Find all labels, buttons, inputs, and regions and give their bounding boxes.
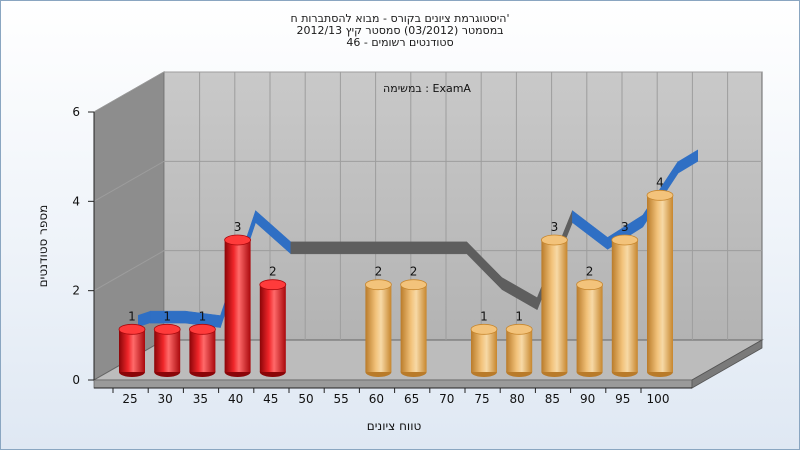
bar-top <box>646 189 674 201</box>
trend-ribbon-segment <box>431 241 468 255</box>
y-tick-label: 4 <box>72 194 80 208</box>
bar-top <box>505 323 533 335</box>
bar-value-label: 2 <box>269 265 277 279</box>
bar-value-label: 1 <box>163 309 171 323</box>
bar-top <box>259 279 287 291</box>
bar <box>576 279 603 377</box>
bar-value-label: 3 <box>234 220 242 234</box>
x-tick-label: 30 <box>158 392 173 406</box>
floor-front-edge <box>93 379 693 389</box>
bar-value-label: 4 <box>656 175 664 189</box>
bar <box>364 279 392 377</box>
bar-top <box>611 234 639 246</box>
bar-body <box>189 329 216 372</box>
bar <box>259 279 287 377</box>
trend-ribbon-segment <box>678 149 698 174</box>
y-axis-label: מספר סטודנטים <box>36 205 50 288</box>
bar-body <box>154 329 181 372</box>
bar-body <box>471 329 497 372</box>
bar-top <box>224 234 252 246</box>
bar <box>400 279 428 377</box>
x-tick-label: 100 <box>647 392 670 406</box>
chart-title-line-3: סטודנטים רשומים - 46 <box>346 36 454 49</box>
bar <box>224 234 252 377</box>
y-tick-label: 2 <box>72 284 80 298</box>
bar-body <box>611 240 638 372</box>
chart-annotation: במשימה : ExamA <box>383 82 471 95</box>
y-tick-label: 6 <box>72 105 80 119</box>
y-tick-label: 0 <box>72 373 80 387</box>
bar-body <box>259 284 286 372</box>
bar-value-label: 2 <box>410 265 418 279</box>
x-tick-label: 55 <box>334 392 349 406</box>
x-tick-label: 70 <box>439 392 454 406</box>
x-tick-label: 75 <box>474 392 489 406</box>
bar-top <box>364 279 392 291</box>
bar <box>153 323 181 377</box>
bar-top <box>541 234 568 246</box>
bar-top <box>118 323 146 335</box>
x-tick-label: 40 <box>228 392 243 406</box>
trend-ribbon-segment <box>360 241 397 255</box>
bar-value-label: 2 <box>586 265 594 279</box>
bar <box>541 234 568 377</box>
bar-top <box>470 323 498 335</box>
bar-value-label: 1 <box>199 309 207 323</box>
bar <box>646 189 674 377</box>
bar-body <box>365 284 392 372</box>
x-tick-label: 50 <box>298 392 313 406</box>
bar-value-label: 1 <box>480 309 488 323</box>
bar-value-label: 3 <box>621 220 629 234</box>
chart-title-line-1: היסטוגרמת ציונים בקורס - מבוא להסתברות ח… <box>290 12 510 25</box>
bar <box>118 323 146 377</box>
bar-body <box>400 284 427 372</box>
x-tick-label: 90 <box>580 392 595 406</box>
bar <box>505 323 533 377</box>
x-tick-label: 60 <box>369 392 384 406</box>
bar <box>611 234 639 377</box>
trend-ribbon-segment <box>396 241 432 255</box>
bar-value-label: 1 <box>128 309 136 323</box>
x-tick-label: 65 <box>404 392 419 406</box>
bar-body <box>506 329 533 372</box>
bar-value-label: 1 <box>515 309 523 323</box>
trend-ribbon-segment <box>290 241 327 255</box>
x-axis-label: טווח ציונים <box>367 419 422 433</box>
bar-body <box>647 195 673 372</box>
bar <box>470 323 498 377</box>
right-side-edge <box>691 339 763 389</box>
x-tick-label: 45 <box>263 392 278 406</box>
x-tick-label: 35 <box>193 392 208 406</box>
bar-value-label: 2 <box>375 265 383 279</box>
trend-ribbon-segment <box>325 241 362 255</box>
x-tick-label: 95 <box>615 392 630 406</box>
bar <box>188 323 216 377</box>
bar-body <box>541 240 568 372</box>
x-tick-label: 80 <box>510 392 525 406</box>
bar-top <box>188 323 216 335</box>
bar-body <box>224 240 251 372</box>
bar-top <box>153 323 181 335</box>
bar-top <box>400 279 428 291</box>
trend-ribbon-segment <box>138 311 150 328</box>
x-tick-label: 25 <box>122 392 137 406</box>
bar-body <box>119 329 145 372</box>
bar-body <box>576 284 603 372</box>
bar-value-label: 3 <box>551 220 559 234</box>
bar-top <box>576 279 603 291</box>
x-tick-label: 85 <box>545 392 560 406</box>
chart-title-line-2: במסמטר (03/2012) סמסטר קיץ 2012/13 <box>296 24 504 37</box>
